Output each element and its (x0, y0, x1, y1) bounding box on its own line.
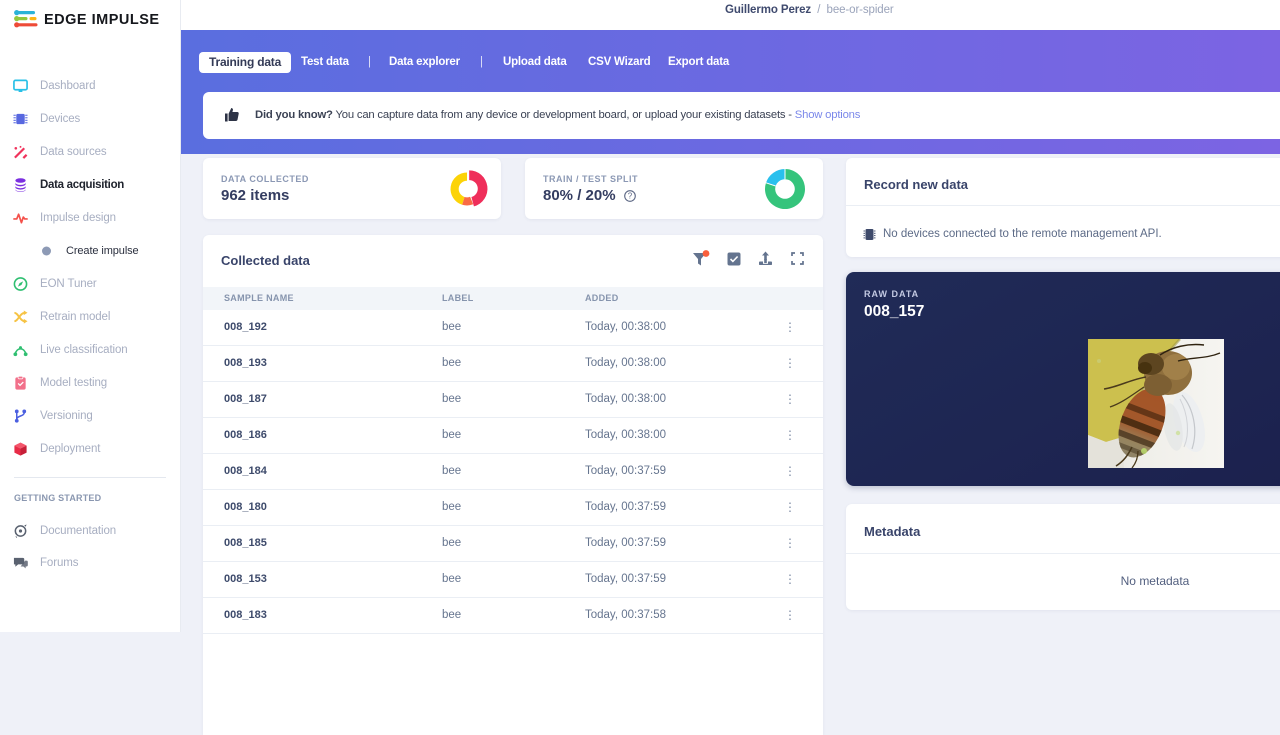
svg-text:?: ? (628, 191, 633, 200)
